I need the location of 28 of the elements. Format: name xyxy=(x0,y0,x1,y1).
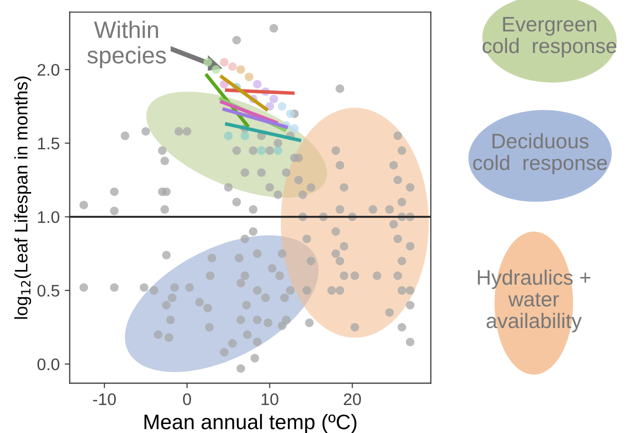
x-axis-title: Mean annual temp (ºC) xyxy=(144,414,356,433)
x-tick-label: 0 xyxy=(183,393,192,406)
point xyxy=(203,58,212,66)
point xyxy=(228,62,237,71)
point xyxy=(274,146,282,155)
point xyxy=(240,132,250,140)
point xyxy=(278,102,286,111)
y-tick-label: 2.0 xyxy=(38,64,60,76)
point xyxy=(253,80,262,89)
x-tick-label: -10 xyxy=(93,393,116,406)
y-tick-label: 0.5 xyxy=(37,284,60,297)
point xyxy=(236,65,246,74)
y-tick-label: 0.0 xyxy=(37,358,60,370)
x-tick-label: 20 xyxy=(344,393,361,406)
point xyxy=(290,124,299,133)
y-tick-label: 1.5 xyxy=(38,138,60,150)
point xyxy=(257,146,266,155)
point xyxy=(220,58,229,66)
point xyxy=(212,65,220,74)
point xyxy=(286,109,295,118)
text: Deciduous cold response xyxy=(473,133,607,174)
point xyxy=(270,94,278,104)
point xyxy=(224,132,233,140)
annotation: Within species xyxy=(87,20,166,68)
y-axis-title: log$_{12}$(Leaf Lifespan in months) xyxy=(14,76,32,319)
y-tick-label: 1.0 xyxy=(38,211,60,224)
x-tick-label: 10 xyxy=(262,393,278,406)
point xyxy=(244,72,254,82)
